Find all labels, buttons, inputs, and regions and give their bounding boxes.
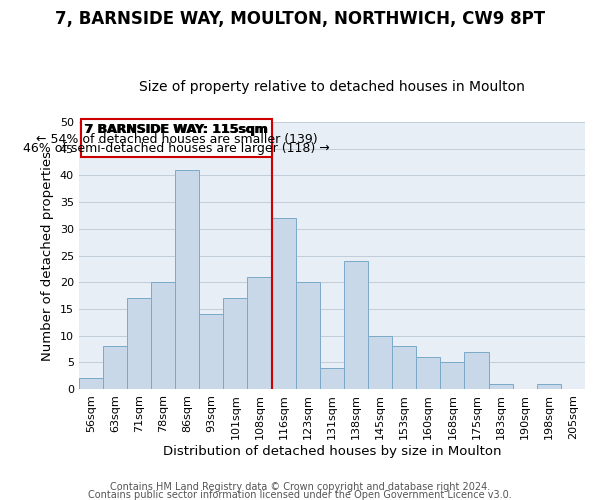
Text: Contains HM Land Registry data © Crown copyright and database right 2024.: Contains HM Land Registry data © Crown c… [110, 482, 490, 492]
Bar [296, 282, 320, 389]
Bar [488, 384, 512, 389]
Text: Contains public sector information licensed under the Open Government Licence v3: Contains public sector information licen… [88, 490, 512, 500]
Bar [127, 298, 151, 389]
Bar [416, 357, 440, 389]
Bar [368, 336, 392, 389]
Bar [199, 314, 223, 389]
Y-axis label: Number of detached properties: Number of detached properties [41, 150, 54, 360]
Bar [320, 368, 344, 389]
Bar [223, 298, 247, 389]
Bar [392, 346, 416, 389]
Bar [247, 277, 272, 389]
Bar [79, 378, 103, 389]
Bar [272, 218, 296, 389]
FancyBboxPatch shape [81, 120, 272, 157]
X-axis label: Distribution of detached houses by size in Moulton: Distribution of detached houses by size … [163, 444, 501, 458]
Text: ← 54% of detached houses are smaller (139): ← 54% of detached houses are smaller (13… [35, 132, 317, 145]
Bar [175, 170, 199, 389]
Title: Size of property relative to detached houses in Moulton: Size of property relative to detached ho… [139, 80, 525, 94]
Bar [440, 362, 464, 389]
Text: 7 BARNSIDE WAY: 115sqm: 7 BARNSIDE WAY: 115sqm [85, 123, 268, 136]
Bar [537, 384, 561, 389]
Bar [344, 261, 368, 389]
Text: 7, BARNSIDE WAY, MOULTON, NORTHWICH, CW9 8PT: 7, BARNSIDE WAY, MOULTON, NORTHWICH, CW9… [55, 10, 545, 28]
Text: 46% of semi-detached houses are larger (118) →: 46% of semi-detached houses are larger (… [23, 142, 330, 156]
Bar [464, 352, 488, 389]
Bar [151, 282, 175, 389]
Text: 7 BARNSIDE WAY: 115sqm: 7 BARNSIDE WAY: 115sqm [84, 124, 267, 136]
Bar [103, 346, 127, 389]
